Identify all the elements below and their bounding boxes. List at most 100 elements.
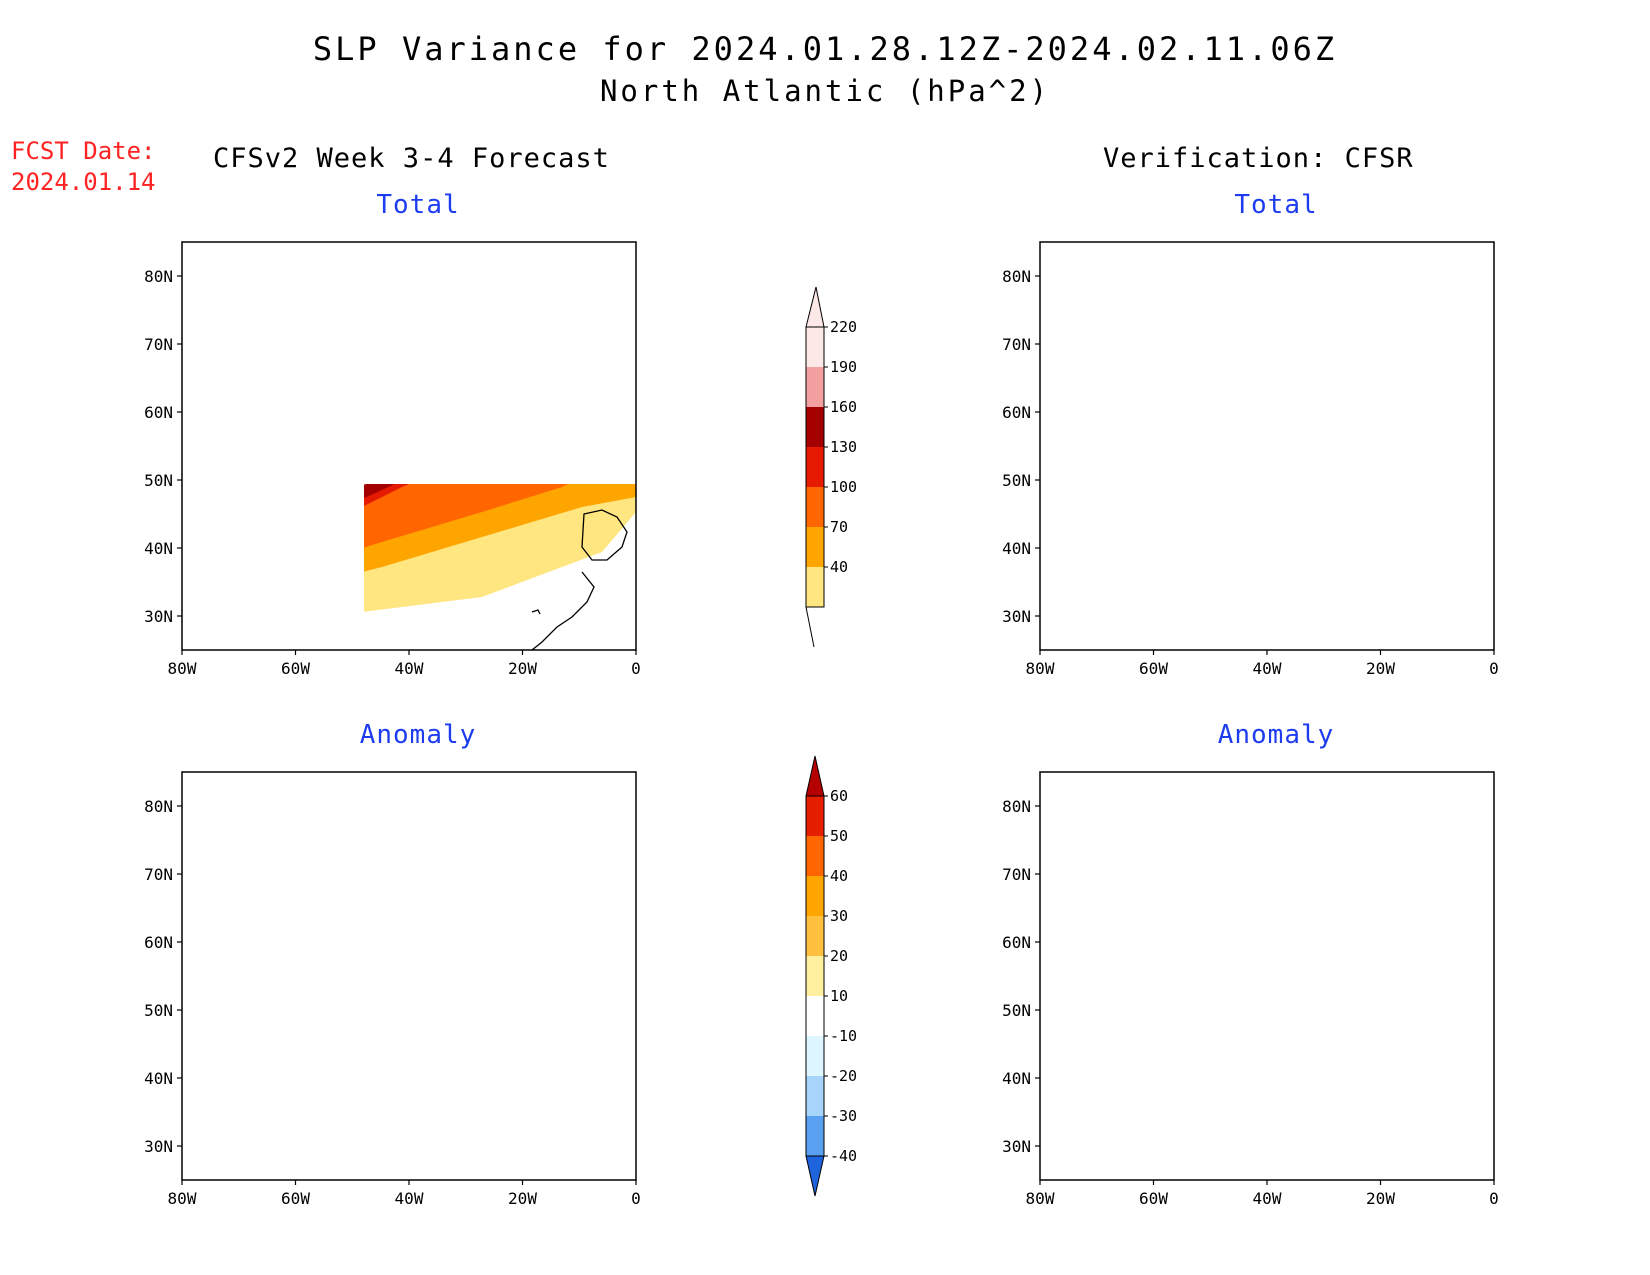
verification-anomaly-lon-label: 0 (1489, 1189, 1499, 1208)
total-colorbar-swatch (806, 487, 824, 527)
total-colorbar-swatch (806, 447, 824, 487)
anomaly-colorbar-swatch (806, 1076, 824, 1116)
total-colorbar-label: 130 (830, 438, 857, 456)
forecast-anomaly-lat-label: 60N (144, 933, 173, 952)
anomaly-colorbar-label: 50 (830, 827, 848, 845)
anomaly-colorbar-label: 60 (830, 787, 848, 805)
forecast-total-map (181, 241, 637, 651)
forecast-total-lat-label: 60N (144, 403, 173, 422)
forecast-total-lon-label: 0 (631, 659, 641, 678)
total-colorbar-label: 40 (830, 558, 848, 576)
verification-total-lon-label: 80W (1026, 659, 1055, 678)
forecast-total-lon-label: 60W (281, 659, 310, 678)
anomaly-colorbar-swatch (806, 836, 824, 876)
verification-anomaly-lon-label: 20W (1366, 1189, 1395, 1208)
forecast-anomaly-lat-label: 80N (144, 797, 173, 816)
verification-column-heading: Verification: CFSR (1103, 143, 1414, 174)
anomaly-colorbar: 60 50 40 30 20 10 -10 -20 -30 -40 (805, 755, 857, 1197)
forecast-anomaly-lat-label: 50N (144, 1001, 173, 1020)
forecast-anomaly-lon-label: 60W (281, 1189, 310, 1208)
verification-total-lon-label: 60W (1139, 659, 1168, 678)
main-subtitle: North Atlantic (hPa^2) (599, 74, 1051, 108)
anomaly-colorbar-label: 20 (830, 947, 848, 965)
verification-total-lon-label: 20W (1366, 659, 1395, 678)
verification-anomaly-map (1039, 771, 1495, 1181)
forecast-anomaly-lon-label: 0 (631, 1189, 641, 1208)
verification-total-lat-label: 60N (1002, 403, 1031, 422)
anomaly-colorbar-label: 40 (830, 867, 848, 885)
forecast-total-lat-label: 80N (144, 267, 173, 286)
total-colorbar-label: 220 (830, 318, 857, 336)
anomaly-colorbar-label: -40 (830, 1147, 857, 1165)
total-colorbar-swatch (806, 327, 824, 367)
anomaly-colorbar-swatch (806, 956, 824, 996)
verification-anomaly-lat-label: 70N (1002, 865, 1031, 884)
total-colorbar-label: 190 (830, 358, 857, 376)
total-colorbar-lower-arrow (805, 606, 815, 648)
forecast-anomaly-lat-label: 40N (144, 1069, 173, 1088)
verification-total-title: Total (1234, 190, 1318, 220)
anomaly-colorbar-label: 30 (830, 907, 848, 925)
forecast-anomaly-map (181, 771, 637, 1181)
total-colorbar-label: 100 (830, 478, 857, 496)
verification-anomaly-title: Anomaly (1217, 720, 1335, 750)
anomaly-colorbar-upper-arrow (805, 755, 825, 797)
total-colorbar-swatch (806, 567, 824, 607)
main-title: SLP Variance for 2024.01.28.12Z-2024.02.… (312, 30, 1338, 68)
anomaly-colorbar-label: -30 (830, 1107, 857, 1125)
verification-anomaly-lat-label: 50N (1002, 1001, 1031, 1020)
total-colorbar-swatch (806, 407, 824, 447)
anomaly-colorbar-label: -20 (830, 1067, 857, 1085)
forecast-total-lon-label: 20W (508, 659, 537, 678)
total-colorbar-upper-arrow (805, 286, 825, 328)
forecast-date-value: 2024.01.14 (11, 168, 156, 196)
forecast-total-title: Total (376, 190, 460, 220)
verification-anomaly-lon-label: 80W (1026, 1189, 1055, 1208)
verification-total-lat-label: 40N (1002, 539, 1031, 558)
anomaly-colorbar-label: -10 (830, 1027, 857, 1045)
verification-anomaly-lat-label: 60N (1002, 933, 1031, 952)
total-colorbar-label: 160 (830, 398, 857, 416)
forecast-anomaly-title: Anomaly (359, 720, 477, 750)
axes-layer: 80W 60W 40W 20W 0 80N 70N 60N 50N 40N 30N 80W 60W 40W… (144, 267, 1499, 1208)
forecast-total-lat-label: 70N (144, 335, 173, 354)
anomaly-colorbar-swatch (806, 876, 824, 916)
anomaly-colorbar-swatch (806, 796, 824, 836)
verification-total-lon-label: 40W (1253, 659, 1282, 678)
verification-total-map (1039, 241, 1495, 651)
forecast-total-lon-label: 40W (395, 659, 424, 678)
forecast-total-lat-label: 40N (144, 539, 173, 558)
verification-anomaly-lat-label: 80N (1002, 797, 1031, 816)
forecast-anomaly-lon-label: 40W (395, 1189, 424, 1208)
verification-total-lat-label: 50N (1002, 471, 1031, 490)
anomaly-colorbar-swatch (806, 1116, 824, 1156)
anomaly-colorbar-swatch (806, 1036, 824, 1076)
forecast-anomaly-lat-label: 30N (144, 1137, 173, 1156)
verification-total-lon-label: 0 (1489, 659, 1499, 678)
verification-anomaly-lat-label: 40N (1002, 1069, 1031, 1088)
anomaly-colorbar-label: 10 (830, 987, 848, 1005)
verification-anomaly-lon-label: 60W (1139, 1189, 1168, 1208)
total-colorbar-label: 70 (830, 518, 848, 536)
anomaly-colorbar-frame (805, 795, 825, 1157)
forecast-column-heading: CFSv2 Week 3-4 Forecast (213, 143, 610, 174)
forecast-date-label: FCST Date: (11, 137, 156, 165)
verification-total-lat-label: 30N (1002, 607, 1031, 626)
verification-total-lat-label: 80N (1002, 267, 1031, 286)
total-colorbar: 220 190 160 130 100 70 40 (805, 286, 857, 648)
total-colorbar-frame (805, 326, 825, 608)
anomaly-colorbar-swatch (806, 916, 824, 956)
verification-total-lat-label: 70N (1002, 335, 1031, 354)
anomaly-colorbar-lower-arrow (805, 1155, 825, 1197)
total-colorbar-swatch (806, 527, 824, 567)
total-colorbar-swatch (806, 367, 824, 407)
verification-anomaly-lon-label: 40W (1253, 1189, 1282, 1208)
forecast-anomaly-lon-label: 80W (168, 1189, 197, 1208)
forecast-total-lat-label: 50N (144, 471, 173, 490)
forecast-total-lat-label: 30N (144, 607, 173, 626)
forecast-total-lon-label: 80W (168, 659, 197, 678)
anomaly-colorbar-swatch (806, 996, 824, 1036)
forecast-anomaly-lon-label: 20W (508, 1189, 537, 1208)
verification-anomaly-lat-label: 30N (1002, 1137, 1031, 1156)
